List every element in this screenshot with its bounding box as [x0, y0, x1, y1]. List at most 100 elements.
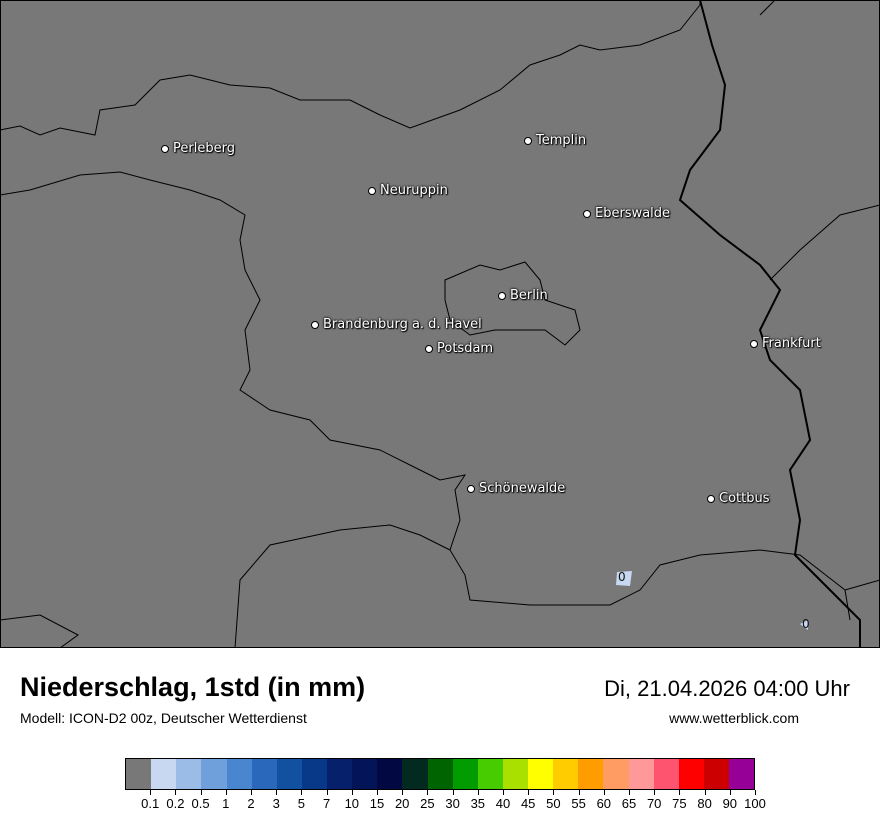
legend-tick-label: 0.1 — [141, 796, 160, 811]
legend-tick — [175, 790, 177, 795]
legend-tick-label: 1 — [222, 796, 230, 811]
legend-tick-label: 20 — [394, 796, 410, 811]
city-dot-icon — [750, 339, 758, 348]
legend-tick — [528, 790, 530, 795]
legend-swatch — [703, 759, 729, 789]
city-dot-icon — [583, 209, 591, 218]
city-dot-icon — [524, 136, 532, 145]
border-poland — [678, 0, 861, 648]
legend-swatch — [553, 759, 579, 789]
legend-tick-label: 5 — [297, 796, 306, 811]
legend-tick-label: 70 — [646, 796, 662, 811]
legend-tick — [225, 790, 227, 795]
city-neuruppin: Neuruppin — [368, 183, 448, 198]
city-dot-icon — [368, 186, 376, 195]
legend-tick — [578, 790, 580, 795]
legend-tick — [654, 790, 656, 795]
city-berlin: Berlin — [498, 288, 548, 303]
legend-tick-label: 55 — [571, 796, 586, 811]
legend-tick-label: 7 — [322, 796, 331, 811]
legend-tick — [755, 790, 756, 795]
legend-swatch — [452, 759, 478, 789]
legend-swatch — [176, 759, 202, 789]
legend-tick — [704, 790, 706, 795]
website-link[interactable]: www.wetterblick.com — [669, 710, 799, 726]
legend-swatch — [477, 759, 503, 789]
legend-swatch — [151, 759, 177, 789]
legend-tick-label: 90 — [722, 796, 738, 811]
legend-tick — [402, 790, 404, 795]
legend-tick — [251, 790, 252, 795]
legend-tick — [603, 790, 605, 795]
legend-tick — [326, 790, 328, 795]
city-eberswalde: Eberswalde — [583, 206, 670, 221]
legend-tick-label: 15 — [369, 796, 385, 811]
legend-tick-label: 40 — [495, 796, 511, 811]
legend-swatch — [528, 759, 554, 789]
city-schoenewalde: Schönewalde — [467, 481, 565, 496]
city-dot-icon — [425, 344, 433, 353]
legend-tick-label: 100 — [744, 796, 766, 811]
legend-tick-label: 80 — [697, 796, 712, 811]
legend-swatch — [678, 759, 704, 789]
legend-tick-label: 10 — [344, 796, 360, 811]
legend-tick — [629, 790, 630, 795]
color-legend-labels: 0.1 0.2 0.5 1 2 3 5 7 10 15 20 25 30 35 40 45 50 55 60 65 70… — [125, 790, 766, 820]
legend-tick-label: 45 — [520, 796, 536, 811]
legend-tick-label: 65 — [621, 796, 637, 811]
legend-swatch — [578, 759, 604, 789]
city-brandenburg: Brandenburg a. d. Havel — [311, 317, 482, 332]
city-perleberg: Perleberg — [161, 141, 235, 156]
legend-swatch — [729, 759, 755, 789]
legend-swatch — [226, 759, 252, 789]
city-dot-icon — [498, 291, 506, 300]
border-southwest — [0, 614, 79, 648]
city-dot-icon — [311, 320, 319, 329]
model-source: Modell: ICON-D2 00z, Deutscher Wetterdie… — [20, 710, 307, 726]
legend-swatch — [352, 759, 378, 789]
legend-tick — [200, 790, 202, 795]
legend-swatch — [251, 759, 277, 789]
legend-tick-label: 3 — [272, 796, 280, 811]
legend-swatch — [427, 759, 453, 789]
precip-value-label: 0 — [618, 570, 626, 584]
map-title: Niederschlag, 1std (in mm) — [20, 672, 366, 702]
legend-tick — [553, 790, 555, 795]
legend-tick-label: 30 — [445, 796, 460, 811]
legend-tick-label: 0.5 — [191, 796, 210, 811]
legend-tick — [729, 790, 731, 795]
legend-tick — [477, 790, 479, 795]
legend-swatch — [653, 759, 679, 789]
legend-tick-label: 2 — [247, 796, 255, 811]
legend-swatch — [377, 759, 403, 789]
border-northeast — [759, 0, 776, 16]
legend-swatch — [402, 759, 428, 789]
border-west — [0, 171, 851, 621]
precip-patch — [616, 571, 632, 586]
legend-tick-label: 75 — [672, 796, 687, 811]
legend-swatch — [301, 759, 327, 789]
city-templin: Templin — [524, 133, 586, 148]
legend-swatch — [502, 759, 528, 789]
legend-tick — [377, 790, 378, 795]
legend-tick — [351, 790, 353, 795]
precip-patch — [800, 620, 808, 630]
legend-swatch — [276, 759, 302, 789]
legend-tick — [427, 790, 429, 795]
legend-swatch — [628, 759, 654, 789]
city-cottbus: Cottbus — [707, 491, 770, 506]
legend-tick — [452, 790, 454, 795]
border-south-inner — [234, 524, 451, 648]
legend-tick-label: 60 — [596, 796, 612, 811]
forecast-datetime: Di, 21.04.2026 04:00 Uhr — [604, 676, 850, 701]
precipitation-map — [0, 0, 880, 648]
legend-swatch — [201, 759, 227, 789]
berlin-border — [444, 261, 581, 346]
border-east-south — [844, 579, 880, 591]
city-dot-icon — [467, 484, 475, 493]
legend-swatch — [327, 759, 353, 789]
precip-value-label: 0 — [802, 617, 810, 631]
city-frankfurt: Frankfurt — [750, 336, 821, 351]
legend-tick — [503, 790, 504, 795]
legend-tick-label: 0.2 — [166, 796, 185, 811]
